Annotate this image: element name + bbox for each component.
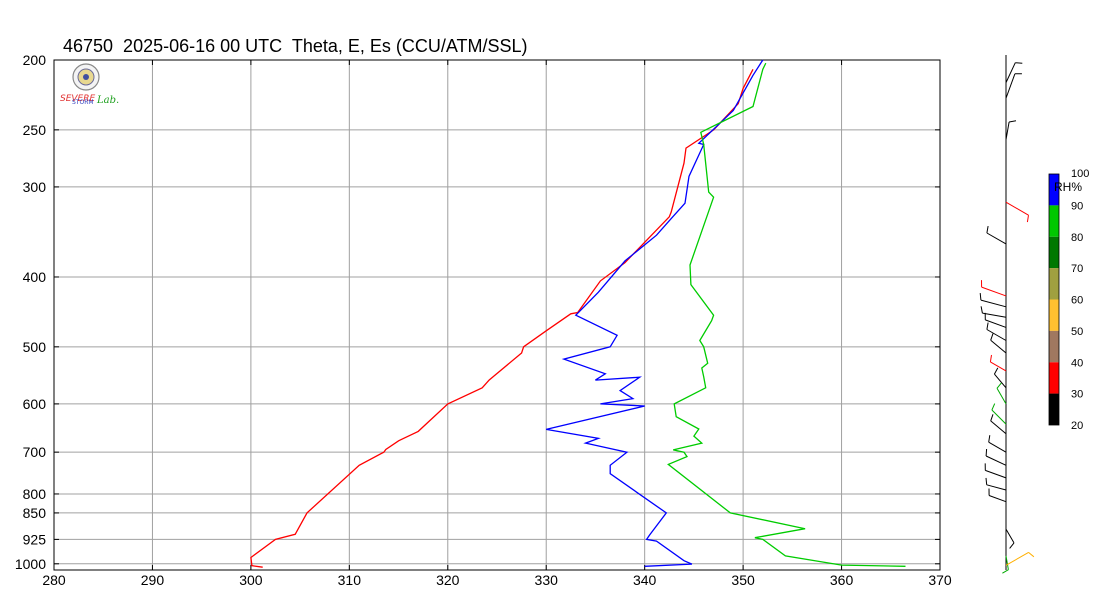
colorbar-tick-label: 20	[1071, 420, 1083, 432]
wind-barb	[1005, 73, 1022, 99]
colorbar-frame	[1048, 173, 1060, 426]
colorbar-tick-label: 50	[1071, 326, 1083, 338]
wind-barb	[1005, 528, 1015, 549]
y-tick-label: 500	[23, 339, 47, 355]
colorbar-swatch	[1049, 205, 1059, 237]
colorbar-swatch	[1049, 236, 1059, 269]
plot-frame	[53, 59, 941, 571]
wind-barb	[986, 226, 1007, 245]
severe-storm-lab-logo: SEVERE STORM Lab.	[60, 63, 119, 106]
wind-barb	[990, 414, 1007, 435]
x-tick-label: 300	[239, 572, 263, 588]
x-tick-label: 310	[338, 572, 362, 588]
series-line-0	[250, 69, 754, 568]
x-tick-label: 350	[731, 572, 755, 588]
y-tick-label: 200	[23, 52, 47, 68]
colorbar-tick-label: 40	[1071, 357, 1083, 369]
rh-colorbar: 100 90 80 70 60 50 40 30 20	[1048, 168, 1089, 432]
y-tick-label: 250	[23, 122, 47, 138]
series-line-1	[546, 59, 764, 567]
y-tick-label: 700	[23, 444, 47, 460]
x-tick-label: 370	[928, 572, 952, 588]
y-tick-label: 925	[23, 531, 47, 547]
colorbar-tick-label: 30	[1071, 389, 1083, 401]
chart-title: 46750 2025-06-16 00 UTC Theta, E, Es (CC…	[63, 36, 528, 56]
y-axis: 200 250 300 400 500 600 700 800 850 925 1000	[15, 52, 940, 572]
wind-barb	[991, 403, 1007, 425]
y-tick-label: 1000	[15, 556, 46, 572]
wind-barb	[989, 354, 1007, 372]
y-tick-label: 300	[23, 179, 47, 195]
wind-barb	[993, 367, 1007, 389]
colorbar-label: RH%	[1054, 180, 1082, 194]
colorbar-tick-label: 60	[1071, 295, 1083, 307]
wind-barb	[981, 280, 1007, 297]
x-axis: 280 290 300 310 320 330 340 350 360 370	[42, 60, 952, 588]
wind-barb	[990, 333, 1007, 354]
x-tick-label: 290	[141, 572, 165, 588]
wind-barb	[1005, 120, 1017, 140]
x-tick-label: 360	[830, 572, 854, 588]
y-tick-label: 600	[23, 396, 47, 412]
wind-barb	[988, 435, 1007, 453]
grid-lines	[54, 60, 940, 570]
wind-barbs	[979, 62, 1035, 574]
wind-barb	[1005, 201, 1029, 223]
colorbar-tick-label: 80	[1071, 232, 1083, 244]
wind-barb	[984, 312, 1007, 328]
wind-barb	[996, 382, 1007, 405]
wind-barb	[1005, 551, 1035, 566]
wind-barb	[1002, 555, 1009, 574]
wind-barb	[980, 306, 1007, 318]
colorbar-swatch	[1049, 330, 1059, 363]
wind-barb	[986, 322, 1007, 341]
y-tick-label: 800	[23, 486, 47, 502]
series-lines	[250, 59, 906, 568]
y-tick-label: 400	[23, 269, 47, 285]
svg-text:Lab.: Lab.	[96, 95, 119, 106]
colorbar-swatch	[1049, 362, 1059, 394]
x-tick-label: 320	[436, 572, 460, 588]
colorbar-swatch	[1049, 393, 1059, 425]
colorbar-tick-label: 90	[1071, 200, 1083, 212]
wind-barb	[979, 293, 1007, 308]
colorbar-swatch	[1049, 174, 1059, 206]
y-tick-label: 850	[23, 505, 47, 521]
x-tick-label: 340	[633, 572, 657, 588]
wind-barb	[1005, 62, 1023, 83]
svg-text:STORM: STORM	[72, 99, 94, 106]
colorbar-tick-label: 70	[1071, 263, 1083, 275]
wind-barb	[984, 463, 1007, 479]
svg-text:SEVERE: SEVERE	[60, 94, 95, 104]
wind-barb	[985, 448, 1007, 466]
colorbar-swatch	[1049, 299, 1059, 331]
x-tick-label: 330	[535, 572, 559, 588]
colorbar-tick-label: 100	[1071, 168, 1089, 180]
wind-barb	[988, 488, 1007, 503]
wind-barb	[985, 477, 1007, 491]
series-line-2	[667, 62, 906, 567]
x-tick-label: 280	[42, 572, 66, 588]
colorbar-swatch	[1049, 268, 1059, 300]
